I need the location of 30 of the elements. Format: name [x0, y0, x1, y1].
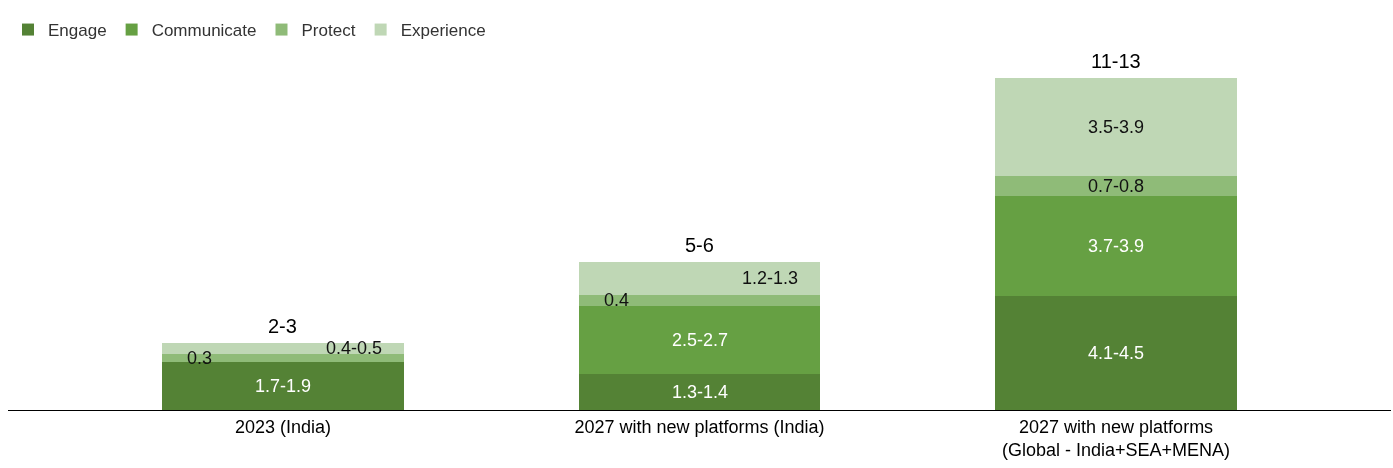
data-label: 0.4-0.5 — [326, 338, 383, 358]
data-label: 1.3-1.4 — [672, 382, 729, 402]
total-label: 11-13 — [1091, 50, 1141, 72]
data-label: 3.7-3.9 — [1088, 236, 1145, 256]
total-label: 5-6 — [685, 234, 714, 256]
bar — [995, 78, 1237, 176]
data-label: 2.5-2.7 — [672, 330, 729, 350]
bar — [995, 296, 1237, 410]
data-label: 0.3 — [187, 348, 213, 368]
total-label: 2-3 — [268, 315, 297, 337]
data-label: 1.7-1.9 — [255, 376, 312, 396]
x-tick-label: 2023 (India) — [234, 416, 331, 437]
data-label: 3.5-3.9 — [1088, 117, 1145, 137]
legend-label: Engage — [48, 21, 107, 41]
legend-label: Experience — [400, 21, 486, 41]
legend-label: Communicate — [151, 21, 257, 41]
bar — [578, 305, 821, 375]
data-label: 0.7-0.8 — [1088, 176, 1145, 196]
bar — [162, 362, 404, 410]
bar — [578, 261, 821, 295]
x-tick-label: 2027 with new platforms (India) — [574, 416, 825, 437]
x-tick-label: 2027 with new platforms (Global - India+SEA+MENA) — [1002, 416, 1231, 460]
data-label: 1.2-1.3 — [742, 268, 799, 288]
bar — [578, 294, 821, 306]
legend-label: Protect — [301, 21, 356, 41]
bar — [995, 195, 1237, 297]
data-label: 4.1-4.5 — [1088, 343, 1145, 363]
bar — [995, 175, 1237, 196]
data-label: 0.4 — [604, 290, 630, 310]
bar — [578, 374, 821, 410]
